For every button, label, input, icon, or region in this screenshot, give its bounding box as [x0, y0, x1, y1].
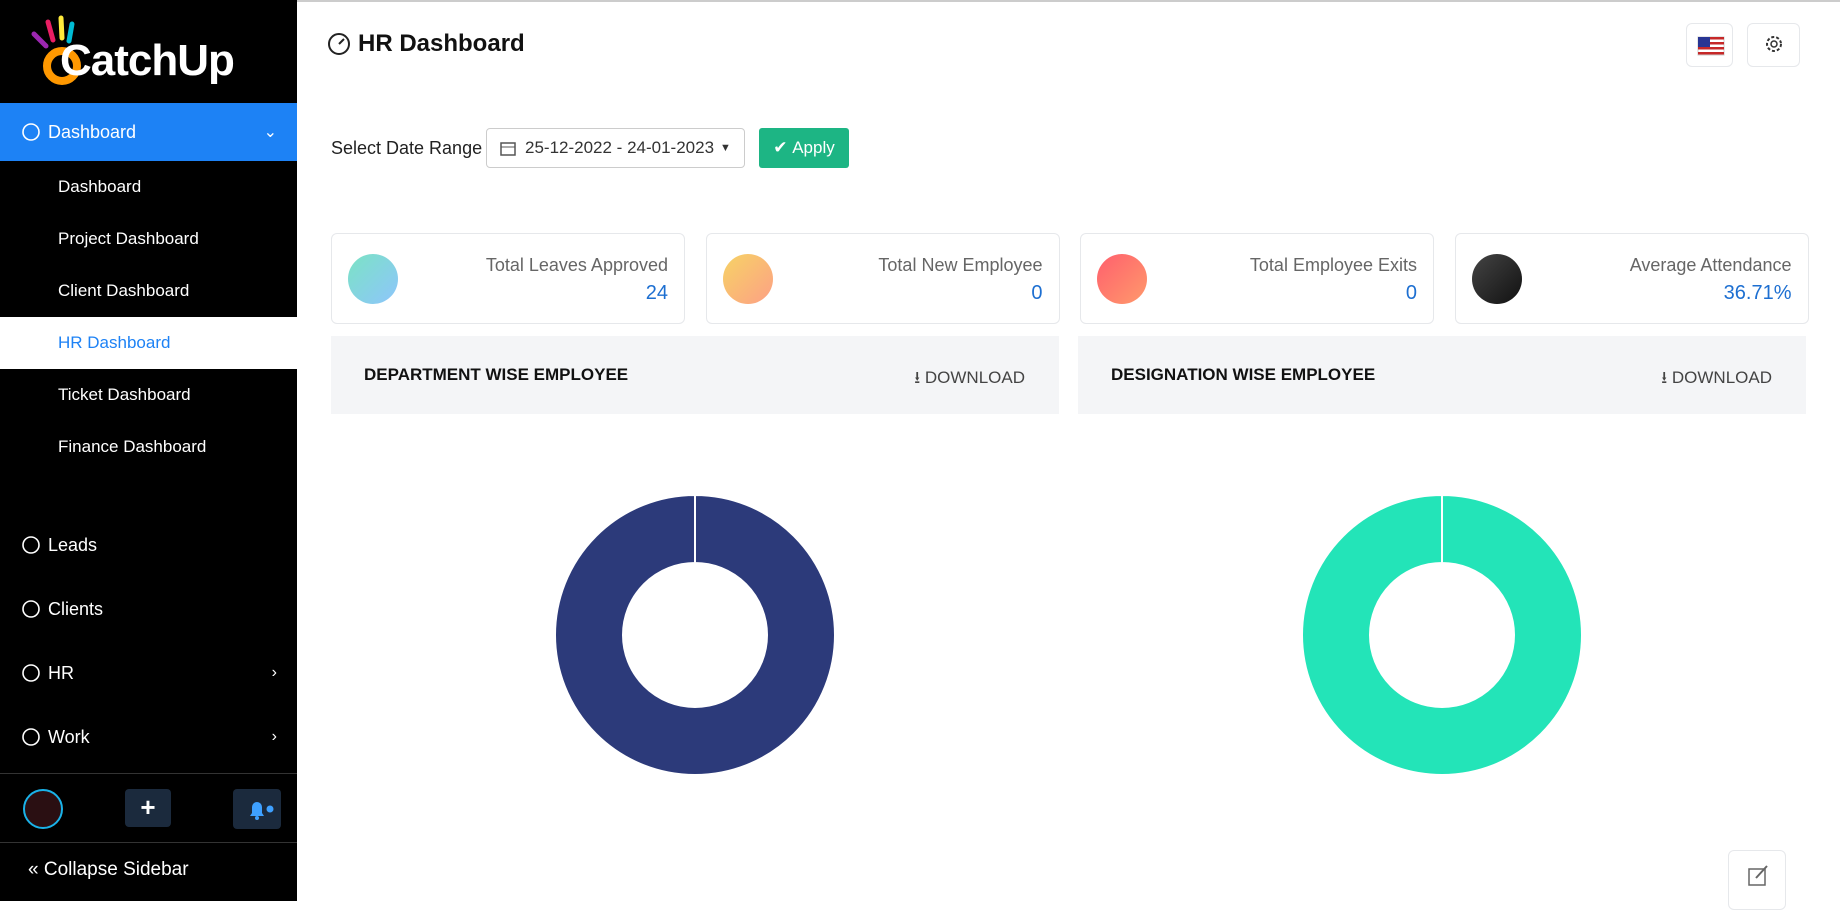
- icon-shape: [22, 664, 40, 682]
- date-range-value: 25-12-2022 - 24-01-2023: [525, 138, 715, 157]
- divider: [0, 773, 297, 774]
- submenu-item[interactable]: Finance Dashboard: [0, 421, 297, 473]
- settings-button[interactable]: [1747, 23, 1800, 67]
- stat-label: Total Leaves Approved: [485, 255, 668, 275]
- menu-icon: [22, 123, 40, 141]
- date-range-label: Select Date Range: [331, 138, 483, 158]
- stat-value: 36.71%: [1723, 282, 1792, 304]
- menu-label: Work: [48, 726, 90, 747]
- top-border: [297, 0, 1840, 2]
- download-button[interactable]: ⭳ DOWNLOAD: [1661, 368, 1772, 387]
- menu-label: Leads: [48, 534, 98, 555]
- menu-item[interactable]: Clients: [0, 577, 297, 641]
- language-button[interactable]: [1686, 23, 1733, 67]
- submenu-item[interactable]: Dashboard: [0, 161, 297, 213]
- stat-value: 0: [1031, 282, 1043, 304]
- menu-arrow: ›: [271, 728, 277, 745]
- brand: CatchUp: [60, 36, 235, 85]
- icon-shape: [22, 728, 40, 746]
- stat-card: Total Leaves Approved 24: [331, 233, 685, 324]
- edit-button[interactable]: [1728, 850, 1786, 910]
- stat-card: Total New Employee 0: [705, 233, 1060, 324]
- icon-shape: [22, 123, 40, 141]
- divider: [0, 842, 297, 843]
- chart-header: DESIGNATION WISE EMPLOYEE ⭳ DOWNLOAD: [1078, 336, 1806, 414]
- submenu-item[interactable]: Ticket Dashboard: [0, 369, 297, 421]
- collapse-label: Collapse Sidebar: [43, 859, 189, 880]
- date-range-picker[interactable]: 25-12-2022 - 24-01-2023 ▼: [486, 128, 745, 168]
- donut-slice: [1301, 493, 1583, 777]
- submenu-label: Dashboard: [58, 177, 142, 196]
- submenu-label: Client Dashboard: [58, 281, 190, 300]
- add-button[interactable]: +: [125, 789, 171, 827]
- submenu-label: Project Dashboard: [58, 229, 199, 248]
- icon-shape: [22, 536, 40, 554]
- download-label: DOWNLOAD: [924, 368, 1025, 387]
- menu-icon: [22, 600, 40, 618]
- stat-label: Total Employee Exits: [1249, 255, 1417, 275]
- menu-icon: [22, 728, 40, 746]
- logo-icon: [31, 15, 81, 85]
- logo: CatchUp: [20, 14, 280, 88]
- collapse-sidebar[interactable]: « Collapse Sidebar: [28, 859, 189, 880]
- stat-value: 24: [645, 282, 668, 304]
- menu-item[interactable]: Dashboard ⌄: [0, 103, 297, 161]
- stat-value: 0: [1405, 282, 1417, 304]
- menu-item[interactable]: Work ›: [0, 705, 297, 769]
- submenu-item[interactable]: Project Dashboard: [0, 213, 297, 265]
- menu-arrow: ⌄: [263, 124, 277, 141]
- notification-button[interactable]: [233, 789, 281, 829]
- menu-label: HR: [48, 662, 74, 683]
- download-label: DOWNLOAD: [1671, 368, 1772, 387]
- app-button[interactable]: [23, 789, 63, 829]
- stat-card: Total Employee Exits 0: [1080, 233, 1434, 324]
- stat-card: Average Attendance 36.71%: [1454, 233, 1809, 324]
- menu-arrow: ›: [271, 664, 277, 681]
- menu-item[interactable]: Leads: [0, 513, 297, 577]
- chart-title: DESIGNATION WISE EMPLOYEE: [1111, 365, 1376, 384]
- download-button[interactable]: ⭳ DOWNLOAD: [914, 368, 1025, 387]
- menu-label: Dashboard: [48, 121, 137, 142]
- submenu-label: Finance Dashboard: [58, 437, 207, 456]
- submenu-item[interactable]: HR Dashboard: [0, 317, 297, 369]
- apply-label: Apply: [792, 138, 835, 157]
- apply-button[interactable]: ✔ Apply: [759, 128, 849, 168]
- donut-slice: [554, 493, 836, 777]
- chart: Web App Development: [554, 493, 836, 777]
- menu-item[interactable]: HR ›: [0, 641, 297, 705]
- menu-label: Clients: [48, 598, 104, 619]
- chart-header: DEPARTMENT WISE EMPLOYEE ⭳ DOWNLOAD: [331, 336, 1059, 414]
- menu-icon: [22, 536, 40, 554]
- chart-title: DEPARTMENT WISE EMPLOYEE: [364, 365, 629, 384]
- stat-icon: [722, 254, 773, 304]
- page-header: HR Dashboard: [326, 30, 525, 58]
- stat-label: Average Attendance: [1629, 255, 1792, 275]
- stat-icon: [1097, 254, 1147, 304]
- menu-icon: [22, 664, 40, 682]
- submenu-label: Ticket Dashboard: [58, 385, 191, 404]
- submenu-label: HR Dashboard: [58, 333, 171, 352]
- chart: Junior Developer: [1301, 493, 1583, 777]
- page-title: HR Dashboard: [358, 30, 525, 57]
- stat-icon: [348, 254, 398, 304]
- stat-icon: [1471, 254, 1522, 304]
- stat-label: Total New Employee: [878, 255, 1043, 275]
- submenu-item[interactable]: Client Dashboard: [0, 265, 297, 317]
- icon-shape: [22, 600, 40, 618]
- sidebar: CatchUp Dashboard ⌄ Dashboard Project Dashb…: [0, 0, 297, 901]
